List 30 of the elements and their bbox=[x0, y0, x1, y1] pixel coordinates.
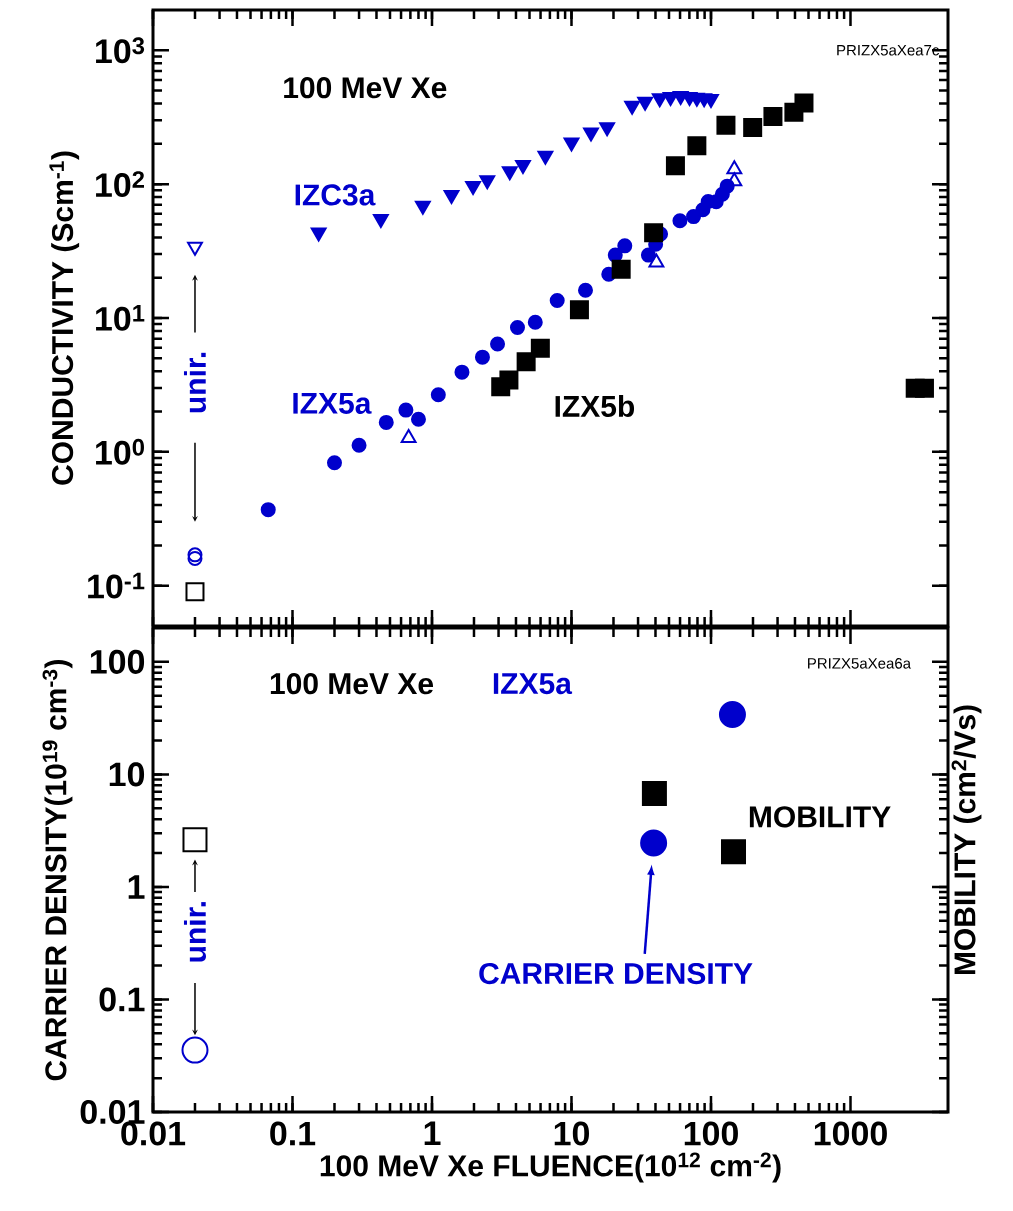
x-axis-title: 100 MeV Xe FLUENCE(10$^{12}$ cm$^{-2}$) bbox=[320, 1152, 781, 1183]
annotation: IZX5a bbox=[493, 673, 573, 695]
annotation: 100 MeV Xe bbox=[284, 77, 447, 99]
y-tick-label: 1 bbox=[128, 875, 145, 899]
annotation: PRIZX5aXea6a bbox=[808, 658, 912, 669]
annotation: 100 MeV Xe bbox=[270, 673, 434, 695]
y-tick-label: 10$^{-1}$ bbox=[88, 572, 145, 599]
annotation: unir. bbox=[183, 902, 206, 962]
text: CARRIER DENSITY bbox=[479, 962, 753, 985]
y-tick-label: 10$^{0}$ bbox=[96, 438, 144, 465]
y-axis-title: CONDUCTIVITY (Scm$^{-1}$) bbox=[49, 151, 80, 485]
legend-label: MOBILITY bbox=[749, 806, 891, 828]
x-tick-label: 100 bbox=[684, 1121, 738, 1146]
y-tick-label: 0.1 bbox=[99, 987, 145, 1012]
x-tick-label: 1000 bbox=[814, 1121, 887, 1146]
series-label: IZX5b bbox=[555, 395, 635, 418]
annotation: PRIZX5aXea7c bbox=[837, 45, 940, 56]
y2-axis-title: MOBILITY (cm$^{2}$/Vs) bbox=[951, 705, 982, 975]
y-tick-label: 10$^{2}$ bbox=[96, 171, 145, 198]
y-tick-label: 10$^{3}$ bbox=[96, 37, 145, 64]
annotation: unir. bbox=[183, 352, 206, 413]
y-tick-label: 100 bbox=[90, 649, 145, 674]
x-tick-label: 10 bbox=[554, 1121, 590, 1146]
x-tick-label: 1 bbox=[424, 1121, 441, 1145]
y-tick-label: 10$^{1}$ bbox=[96, 305, 145, 331]
x-tick-label: 0.1 bbox=[270, 1121, 316, 1146]
series-label: IZC3a bbox=[295, 184, 376, 206]
y-axis-title: CARRIER DENSITY(10$^{19}$ cm$^{-3}$) bbox=[42, 659, 73, 1081]
y-tick-label: 10 bbox=[109, 762, 145, 787]
series-label: IZX5a bbox=[293, 392, 372, 414]
